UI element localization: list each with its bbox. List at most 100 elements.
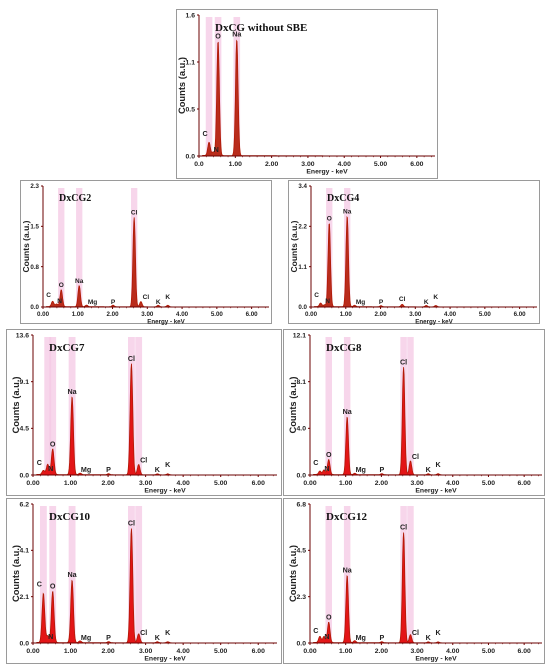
peak-label: Cl bbox=[400, 524, 407, 532]
x-tick-label: 0.0 bbox=[194, 161, 204, 168]
y-tick-label: 4.5 bbox=[297, 548, 307, 555]
y-axis-label: Counts (a.u.) bbox=[177, 57, 187, 114]
y-tick-label: 0.0 bbox=[20, 640, 30, 647]
x-tick-label: 4.00 bbox=[338, 161, 351, 168]
peak-label: K bbox=[424, 299, 429, 306]
x-axis-label: Energy - keV bbox=[144, 656, 186, 663]
x-tick-label: 6.00 bbox=[518, 648, 531, 655]
x-tick-label: 1.00 bbox=[64, 648, 77, 655]
y-tick-label: 8.1 bbox=[297, 379, 307, 386]
peak-label: K bbox=[436, 629, 442, 637]
peak-label: N bbox=[48, 633, 53, 641]
peak-label: O bbox=[326, 451, 332, 459]
x-tick-label: 6.00 bbox=[514, 311, 527, 318]
peak-label: O bbox=[59, 282, 64, 289]
peak-label: Mg bbox=[88, 299, 97, 306]
peak-region-shade bbox=[49, 337, 57, 475]
peak-region-shade bbox=[49, 506, 57, 643]
peak-label: Na bbox=[67, 388, 77, 396]
panel-title: DxCG7 bbox=[49, 342, 85, 354]
x-tick-label: 5.00 bbox=[214, 480, 227, 487]
peak-label: K bbox=[436, 461, 442, 469]
y-tick-label: 1.5 bbox=[30, 224, 39, 231]
spectrum-panel-dxcg2: 0.0 0.8 1.5 2.3 0.00 1.00 2.00 3.00 4.00 5.00 6.00… bbox=[20, 180, 272, 325]
x-tick-label: 2.00 bbox=[375, 480, 388, 487]
peak-label: Na bbox=[232, 31, 242, 39]
peak-label: P bbox=[379, 299, 384, 306]
y-tick-label: 2.3 bbox=[30, 183, 39, 190]
peak-label: P bbox=[111, 299, 116, 306]
panel-title: DxCG12 bbox=[326, 511, 367, 523]
y-tick-label: 4.0 bbox=[297, 426, 307, 433]
x-tick-label: 1.00 bbox=[64, 480, 77, 487]
peak-label: Mg bbox=[356, 299, 365, 306]
x-tick-label: 2.00 bbox=[107, 311, 120, 318]
peak-label: K bbox=[165, 294, 170, 301]
spectrum-trace bbox=[314, 216, 537, 308]
x-tick-label: 3.00 bbox=[410, 648, 423, 655]
spectrum-panel-dxcg10: 0.0 2.1 4.1 6.2 0.00 1.00 2.00 3.00 4.00 5.00 6.00… bbox=[6, 498, 282, 664]
y-tick-label: 1.1 bbox=[298, 264, 307, 271]
x-tick-label: 1.00 bbox=[339, 480, 352, 487]
y-tick-label: 2.1 bbox=[20, 594, 30, 601]
x-tick-label: 4.00 bbox=[446, 648, 459, 655]
peak-label: P bbox=[106, 634, 111, 642]
peak-label: N bbox=[324, 465, 329, 473]
x-tick-label: 6.00 bbox=[252, 480, 265, 487]
x-tick-label: 5.00 bbox=[211, 311, 224, 318]
y-tick-label: 1.1 bbox=[186, 59, 196, 66]
panel-title: DxCG8 bbox=[326, 342, 362, 354]
peak-region-shade bbox=[205, 17, 213, 156]
peak-label: Cl bbox=[412, 453, 419, 461]
peak-label: P bbox=[379, 634, 384, 642]
peak-label: Cl bbox=[128, 520, 135, 528]
x-axis-label: Energy - keV bbox=[415, 488, 457, 495]
y-tick-label: 0.0 bbox=[298, 304, 307, 311]
x-axis-label: Energy - keV bbox=[415, 656, 457, 663]
y-tick-label: 2.3 bbox=[297, 594, 307, 601]
x-tick-label: 3.00 bbox=[301, 161, 314, 168]
y-tick-label: 0.0 bbox=[20, 472, 30, 479]
y-axis-label: Counts (a.u.) bbox=[289, 220, 299, 272]
peak-label: N bbox=[325, 298, 330, 305]
y-tick-label: 2.2 bbox=[298, 224, 307, 231]
peak-label: O bbox=[326, 614, 332, 622]
spectrum-panel-dxcg12: 0.0 2.3 4.5 6.8 0.00 1.00 2.00 3.00 4.00 5.00 6.00… bbox=[283, 498, 545, 664]
peak-label: Cl bbox=[412, 629, 419, 637]
spectrum-plot: 0.0 4.5 9.1 13.6 0.00 1.00 2.00 3.00 4.00 5.00 6.0… bbox=[11, 332, 277, 495]
x-tick-label: 0.00 bbox=[305, 311, 318, 318]
peak-label: Mg bbox=[356, 634, 366, 642]
x-tick-label: 0.00 bbox=[26, 648, 39, 655]
peak-label: C bbox=[202, 130, 207, 138]
peak-region-shade bbox=[135, 337, 143, 475]
peak-label: N bbox=[48, 465, 53, 473]
peak-region-shade bbox=[135, 506, 143, 643]
peak-label: Cl bbox=[131, 210, 138, 217]
x-tick-label: 0.00 bbox=[303, 648, 316, 655]
x-tick-label: 2.00 bbox=[265, 161, 278, 168]
peak-region-shade bbox=[325, 337, 332, 475]
spectrum-plot: 0.0 4.0 8.1 12.1 0.00 1.00 2.00 3.00 4.00 5.00 6.0… bbox=[288, 332, 542, 495]
peak-region-shade bbox=[39, 506, 47, 643]
x-tick-label: 1.00 bbox=[339, 648, 352, 655]
x-tick-label: 5.00 bbox=[374, 161, 387, 168]
x-tick-label: 3.00 bbox=[410, 480, 423, 487]
y-tick-label: 13.6 bbox=[16, 332, 29, 339]
x-tick-label: 0.00 bbox=[37, 311, 50, 318]
x-tick-label: 4.00 bbox=[177, 648, 190, 655]
peak-label: C bbox=[314, 292, 319, 299]
x-tick-label: 3.00 bbox=[139, 648, 152, 655]
peak-label: Mg bbox=[81, 466, 91, 474]
x-tick-label: 4.00 bbox=[444, 311, 457, 318]
x-tick-label: 3.00 bbox=[141, 311, 154, 318]
x-tick-label: 5.00 bbox=[479, 311, 492, 318]
peak-region-shade bbox=[325, 506, 332, 643]
peak-region-shade bbox=[68, 506, 76, 643]
peak-label: C bbox=[46, 292, 51, 299]
peak-label: P bbox=[106, 466, 111, 474]
peak-label: O bbox=[50, 582, 56, 590]
x-tick-label: 3.00 bbox=[139, 480, 152, 487]
x-tick-label: 6.00 bbox=[518, 480, 531, 487]
x-tick-label: 5.00 bbox=[482, 648, 495, 655]
peak-label: Na bbox=[343, 567, 353, 575]
